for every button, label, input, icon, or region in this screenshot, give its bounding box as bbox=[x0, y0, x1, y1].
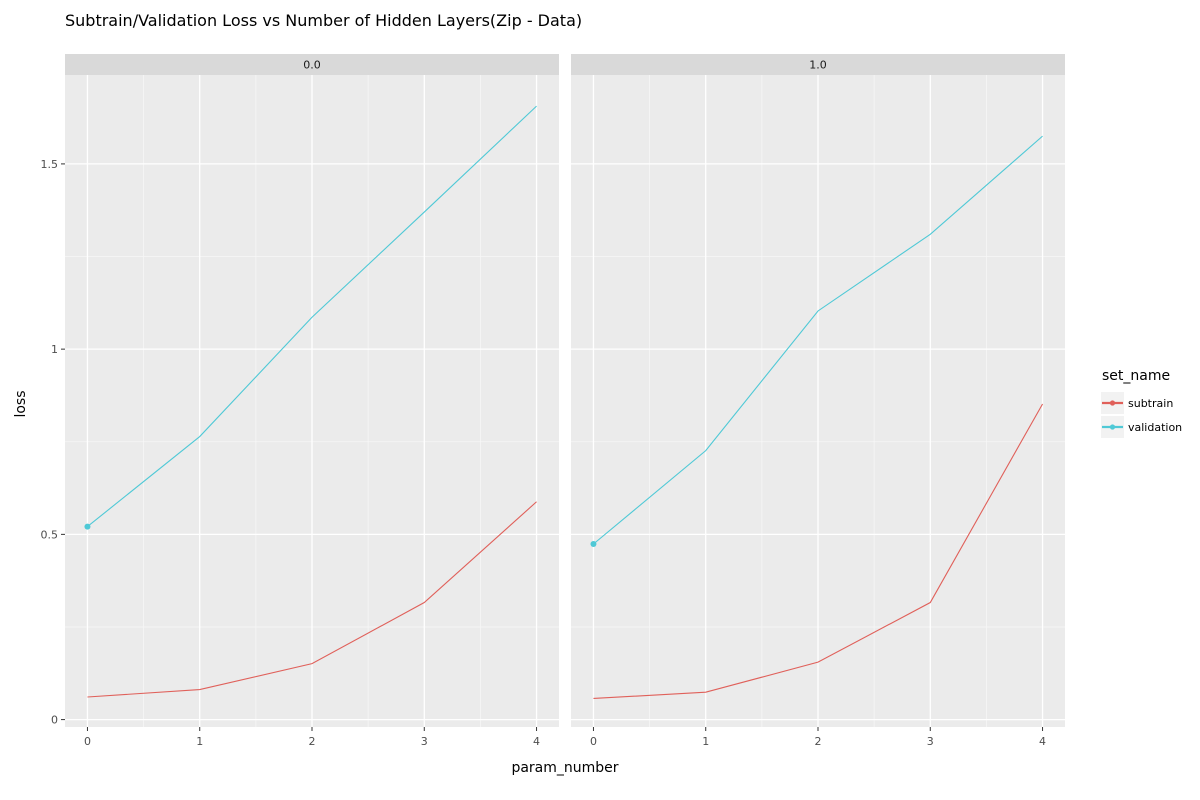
x-tick-label: 2 bbox=[309, 735, 316, 748]
x-axis-title: param_number bbox=[511, 760, 618, 776]
chart-title: Subtrain/Validation Loss vs Number of Hi… bbox=[65, 11, 582, 30]
facet-panels: 0.0 0 1 2 3 4 0 0.5 1 1.5 1.0 0 1 2 3 4 bbox=[41, 54, 1065, 748]
y-axis-title: loss bbox=[13, 390, 29, 417]
x-tick-label: 3 bbox=[927, 735, 934, 748]
facet-panel-0: 0.0 0 1 2 3 4 0 0.5 1 1.5 bbox=[41, 54, 559, 748]
x-tick-label: 0 bbox=[590, 735, 597, 748]
legend: set_name subtrain validation bbox=[1101, 368, 1182, 438]
facet-strip bbox=[571, 54, 1065, 75]
legend-title: set_name bbox=[1102, 368, 1170, 384]
x-tick-label: 4 bbox=[1039, 735, 1046, 748]
legend-label-validation: validation bbox=[1128, 421, 1182, 434]
data-point-validation bbox=[590, 540, 597, 547]
facet-panel-1: 1.0 0 1 2 3 4 bbox=[571, 54, 1065, 748]
series-line-validation bbox=[593, 135, 1043, 545]
x-tick-label: 1 bbox=[702, 735, 709, 748]
x-tick-label: 3 bbox=[421, 735, 428, 748]
facet-strip-label: 1.0 bbox=[809, 59, 827, 72]
y-tick-label: 0.5 bbox=[41, 528, 59, 541]
x-tick-label: 0 bbox=[84, 735, 91, 748]
facet-strip bbox=[65, 54, 559, 75]
series-line-subtrain bbox=[87, 501, 537, 698]
y-tick-label: 1 bbox=[51, 343, 58, 356]
y-tick-label: 0 bbox=[51, 714, 58, 727]
legend-label-subtrain: subtrain bbox=[1128, 397, 1173, 410]
y-tick-label: 1.5 bbox=[41, 158, 59, 171]
series-line-validation bbox=[87, 105, 537, 528]
x-tick-label: 2 bbox=[815, 735, 822, 748]
legend-key-point-validation bbox=[1109, 424, 1116, 430]
facet-strip-label: 0.0 bbox=[303, 59, 321, 72]
x-tick-label: 1 bbox=[196, 735, 203, 748]
legend-key-point-subtrain bbox=[1109, 400, 1116, 406]
x-tick-label: 4 bbox=[533, 735, 540, 748]
data-point-validation bbox=[84, 523, 91, 530]
series-line-subtrain bbox=[593, 403, 1044, 700]
